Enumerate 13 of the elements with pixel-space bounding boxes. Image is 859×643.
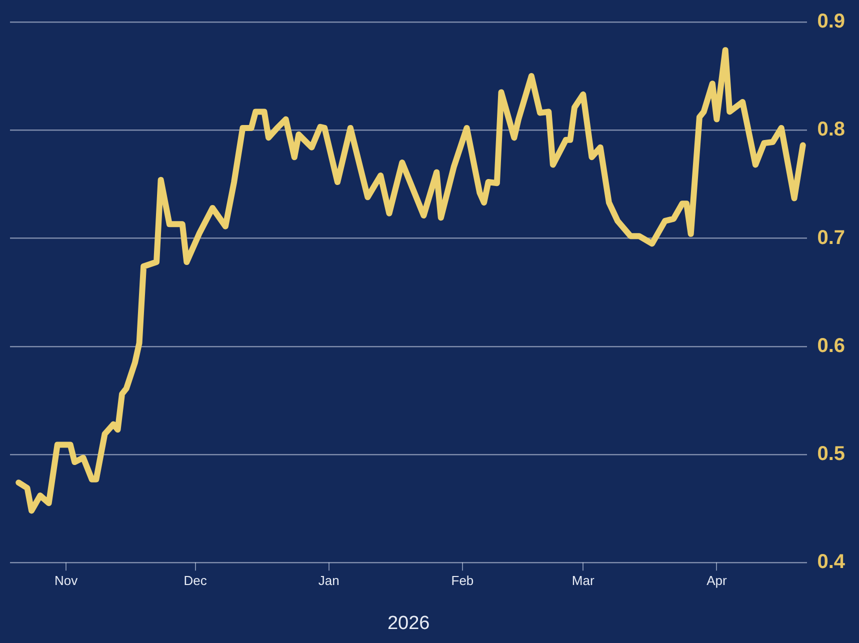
y-tick-label: 0.9 xyxy=(817,10,846,33)
y-tick-label: 0.6 xyxy=(817,334,846,357)
y-tick-label: 0.8 xyxy=(817,118,846,141)
y-tick-label: 0.5 xyxy=(817,442,846,465)
x-tick-label: Nov xyxy=(54,572,78,588)
x-tick-label: Jan xyxy=(318,572,340,588)
y-tick-label: 0.7 xyxy=(817,226,846,249)
x-tick-label: Mar xyxy=(572,572,595,588)
x-tick-label: Apr xyxy=(706,572,728,588)
x-axis-title: 2026 xyxy=(387,612,430,634)
y-tick-label: 0.4 xyxy=(817,551,846,574)
x-tick-label: Dec xyxy=(184,572,208,588)
x-tick-label: Feb xyxy=(451,572,474,588)
